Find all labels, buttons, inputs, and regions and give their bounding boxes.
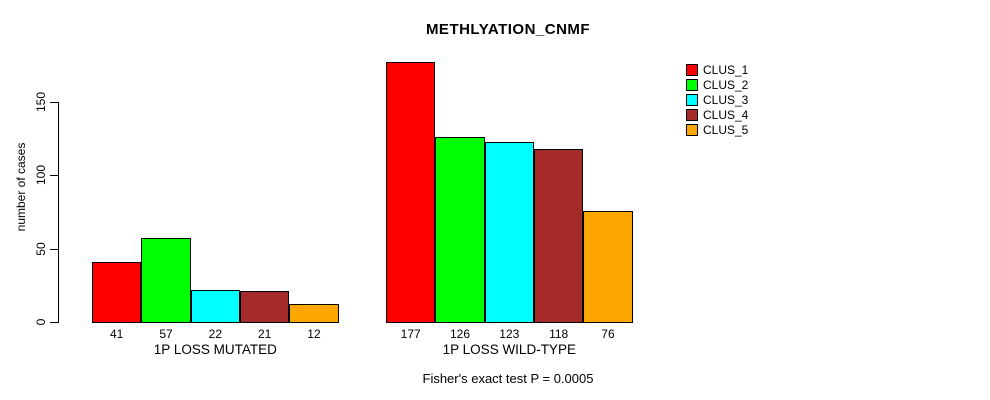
y-tick-mark bbox=[50, 322, 58, 323]
legend-swatch-clus_1 bbox=[686, 64, 698, 76]
y-axis-label: number of cases bbox=[14, 142, 28, 232]
bar-value-label: 177 bbox=[400, 327, 421, 341]
bar-clus_1-1 bbox=[92, 261, 142, 323]
bar-clus_5-1 bbox=[289, 304, 339, 323]
bar-clus_4-2 bbox=[533, 148, 584, 323]
x-group-label: 1P LOSS MUTATED bbox=[153, 342, 277, 357]
y-tick-label: 150 bbox=[34, 91, 48, 113]
y-tick-mark bbox=[50, 248, 58, 250]
bar-clus_2-2 bbox=[435, 137, 485, 323]
bar-clus_3-1 bbox=[190, 289, 240, 323]
bar-clus_2-1 bbox=[141, 238, 191, 323]
bar-value-label: 21 bbox=[257, 327, 272, 341]
bar-value-label: 76 bbox=[601, 327, 615, 341]
legend-label: CLUS_5 bbox=[703, 123, 749, 137]
bar-value-label: 126 bbox=[449, 327, 470, 341]
legend-label: CLUS_2 bbox=[703, 78, 749, 92]
bar-clus_5-2 bbox=[583, 210, 633, 323]
y-tick-label: 0 bbox=[34, 318, 48, 326]
legend-label: CLUS_4 bbox=[703, 108, 749, 122]
y-axis-line bbox=[58, 102, 59, 323]
bar-value-label: 41 bbox=[109, 327, 124, 341]
legend-swatch-clus_2 bbox=[686, 79, 698, 91]
legend-swatch-clus_3 bbox=[686, 94, 698, 106]
bar-value-label: 12 bbox=[307, 327, 321, 341]
x-group-label: 1P LOSS WILD-TYPE bbox=[442, 342, 576, 357]
bar-value-label: 123 bbox=[499, 327, 520, 341]
bar-value-label: 22 bbox=[208, 327, 222, 341]
legend-swatch-clus_4 bbox=[686, 109, 698, 121]
bar-value-label: 57 bbox=[159, 327, 173, 341]
bar-clus_1-2 bbox=[386, 62, 436, 323]
chart-title: METHLYATION_CNMF bbox=[425, 21, 591, 38]
annotation-text: Fisher's exact test P = 0.0005 bbox=[422, 371, 594, 386]
bar-clus_4-1 bbox=[239, 291, 290, 323]
legend-label: CLUS_1 bbox=[703, 63, 749, 77]
y-tick-mark bbox=[50, 102, 58, 103]
y-tick-label: 100 bbox=[34, 165, 48, 186]
bar-clus_3-2 bbox=[484, 141, 534, 323]
legend-swatch-clus_5 bbox=[686, 124, 698, 136]
y-tick-label: 50 bbox=[34, 241, 48, 256]
y-tick-mark bbox=[50, 175, 58, 177]
legend-label: CLUS_3 bbox=[703, 93, 749, 107]
bar-value-label: 118 bbox=[549, 327, 569, 341]
